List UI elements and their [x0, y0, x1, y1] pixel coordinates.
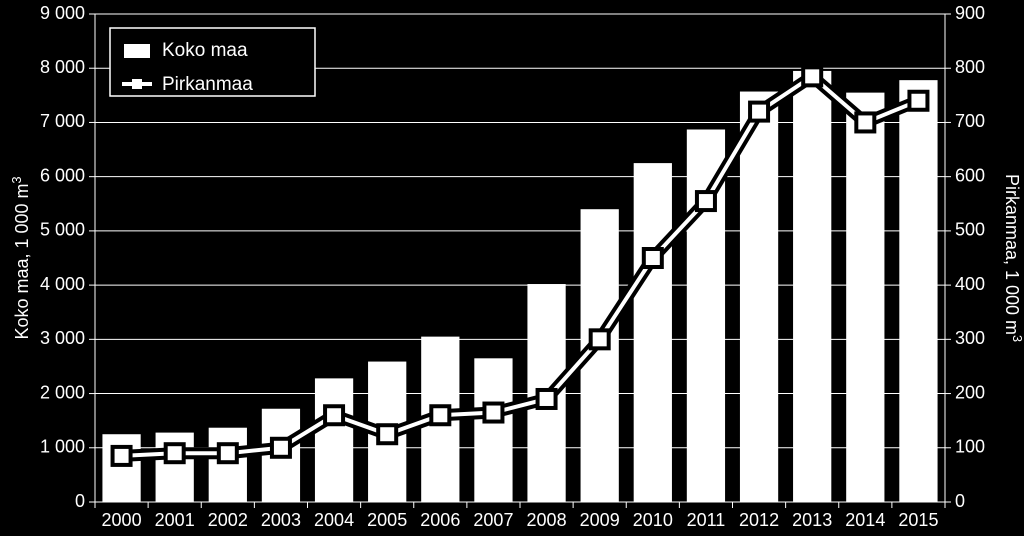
y-left-tick-label: 3 000	[40, 328, 85, 348]
bar	[474, 358, 512, 502]
line-marker	[486, 406, 500, 420]
y-left-axis-title: Koko maa, 1 000 m3	[10, 176, 32, 339]
line-marker	[327, 408, 341, 422]
y-right-tick-label: 0	[955, 491, 965, 511]
y-left-tick-label: 9 000	[40, 3, 85, 23]
bar	[315, 378, 353, 502]
y-right-tick-label: 400	[955, 274, 985, 294]
y-right-tick-label: 600	[955, 165, 985, 185]
legend: Koko maa Pirkanmaa	[110, 28, 315, 96]
y-left-tick-label: 0	[75, 491, 85, 511]
line-marker	[911, 94, 925, 108]
x-tick-label: 2004	[314, 510, 354, 530]
bar	[846, 93, 884, 502]
y-right-tick-label: 800	[955, 57, 985, 77]
x-tick-label: 2009	[580, 510, 620, 530]
bar	[102, 434, 140, 502]
x-tick-label: 2005	[367, 510, 407, 530]
y-left-tick-label: 7 000	[40, 111, 85, 131]
line-marker	[115, 449, 129, 463]
legend-bar-swatch	[124, 44, 150, 58]
y-right-tick-label: 500	[955, 220, 985, 240]
x-tick-label: 2008	[527, 510, 567, 530]
bar	[634, 163, 672, 502]
line-marker	[433, 408, 447, 422]
line-marker	[593, 332, 607, 346]
line-marker	[380, 427, 394, 441]
y-left-tick-label: 2 000	[40, 382, 85, 402]
y-left-tick-label: 6 000	[40, 165, 85, 185]
line-marker	[274, 441, 288, 455]
line-marker	[540, 392, 554, 406]
y-right-tick-label: 900	[955, 3, 985, 23]
x-tick-label: 2007	[473, 510, 513, 530]
y-right-tick-label: 700	[955, 111, 985, 131]
legend-line-label: Pirkanmaa	[162, 74, 253, 95]
line-marker	[752, 105, 766, 119]
x-tick-label: 2006	[420, 510, 460, 530]
y-right-axis-title: Pirkanmaa, 1 000 m3	[1002, 174, 1024, 342]
x-tick-label: 2010	[633, 510, 673, 530]
bar	[793, 71, 831, 502]
bar	[740, 92, 778, 502]
line-marker	[805, 69, 819, 83]
x-tick-label: 2014	[845, 510, 885, 530]
legend-bar-label: Koko maa	[162, 40, 248, 61]
y-left-tick-label: 8 000	[40, 57, 85, 77]
x-tick-label: 2000	[102, 510, 142, 530]
line-marker	[699, 194, 713, 208]
x-tick-label: 2001	[155, 510, 195, 530]
x-tick-label: 2015	[898, 510, 938, 530]
y-left-tick-label: 5 000	[40, 220, 85, 240]
y-left-tick-label: 1 000	[40, 437, 85, 457]
koko-maa-pirkanmaa-chart: 0 1 000 2 000 3 000 4 000 5 000 6 000 7 000 8 00…	[0, 0, 1024, 536]
x-tick-label: 2012	[739, 510, 779, 530]
line-marker	[646, 251, 660, 265]
line-marker	[858, 115, 872, 129]
line-marker	[168, 446, 182, 460]
bar	[209, 428, 247, 502]
y-left-tick-label: 4 000	[40, 274, 85, 294]
y-right-tick-label: 300	[955, 328, 985, 348]
x-tick-label: 2002	[208, 510, 248, 530]
x-tick-label: 2011	[687, 510, 726, 530]
x-tick-label: 2003	[261, 510, 301, 530]
legend-line-marker	[132, 79, 142, 89]
bar	[899, 80, 937, 502]
line-marker	[221, 446, 235, 460]
y-right-tick-label: 100	[955, 437, 985, 457]
x-tick-label: 2013	[792, 510, 832, 530]
y-right-tick-label: 200	[955, 382, 985, 402]
